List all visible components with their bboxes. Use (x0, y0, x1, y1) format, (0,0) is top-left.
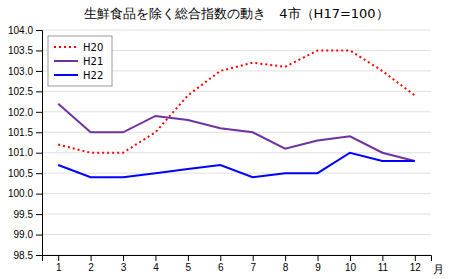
grid-line (42, 193, 431, 194)
tick-label: 101.0 (8, 147, 33, 158)
tick-mark (220, 255, 221, 261)
tick: 11 (378, 255, 389, 273)
tick: 5 (186, 255, 192, 273)
tick-label: 101.5 (8, 127, 33, 138)
tick-label: 103.5 (8, 45, 33, 56)
tick-label: 4 (153, 262, 159, 273)
tick-label: 100.0 (8, 188, 33, 199)
tick-label: 8 (283, 262, 289, 273)
tick: 2 (88, 255, 94, 273)
legend-label: H20 (83, 42, 103, 53)
legend-box (48, 36, 112, 86)
tick-mark (36, 173, 42, 174)
tick-label: 100.5 (8, 168, 33, 179)
tick-mark (36, 132, 42, 133)
tick: 99.5 (14, 209, 42, 220)
tick-mark (350, 255, 351, 261)
tick-label: 10 (345, 262, 357, 273)
series-line (58, 153, 415, 178)
grid (42, 30, 431, 255)
tick-label: 103.0 (8, 66, 33, 77)
tick-label: 3 (121, 262, 127, 273)
tick-mark (285, 255, 286, 261)
tick: 101.5 (8, 127, 42, 138)
grid-line (42, 173, 431, 174)
tick-mark (36, 50, 42, 51)
axis-line (36, 31, 43, 256)
grid-line (42, 234, 431, 235)
tick: 101.0 (8, 147, 42, 158)
tick-mark (253, 255, 254, 261)
grid-line (42, 91, 431, 92)
tick-mark (188, 255, 189, 261)
tick: 9 (315, 255, 321, 273)
tick-label: 2 (88, 262, 94, 273)
tick: 4 (153, 255, 159, 273)
grid-line (42, 152, 431, 153)
tick-label: 9 (315, 262, 321, 273)
tick-mark (36, 255, 42, 256)
tick-mark (382, 255, 383, 261)
tick-mark (36, 153, 42, 154)
tick-mark (36, 91, 42, 92)
tick-label: 99.5 (14, 209, 34, 220)
tick: 1 (56, 255, 62, 273)
axis-line (43, 256, 432, 262)
tick-mark (155, 255, 156, 261)
tick: 103.0 (8, 66, 42, 77)
tick-label: 1 (56, 262, 62, 273)
tick: 100.0 (8, 188, 42, 199)
tick: 104.0 (8, 25, 42, 36)
tick: 98.5 (14, 250, 42, 261)
tick-mark (58, 255, 59, 261)
grid-line (42, 30, 431, 31)
tick-label: 6 (218, 262, 224, 273)
y-axis: 98.5 99.0 99.5 100.0 100.5 101.0 101.5 102.0 102… (8, 25, 43, 261)
x-axis-label: 月 (433, 263, 444, 276)
tick-label: 5 (186, 262, 192, 273)
legend-swatch (54, 46, 78, 48)
chart: 12345678910111298.599.099.5100.0100.5101… (0, 0, 451, 279)
tick-label: 104.0 (8, 25, 33, 36)
tick-mark (415, 255, 416, 261)
series-line (58, 104, 415, 161)
tick: 103.5 (8, 45, 42, 56)
grid-line (42, 214, 431, 215)
tick: 102.0 (8, 107, 42, 118)
tick: 3 (121, 255, 127, 273)
tick-mark (36, 71, 42, 72)
tick-label: 102.5 (8, 86, 33, 97)
tick-mark (36, 214, 42, 215)
tick-label: 99.0 (14, 229, 34, 240)
tick-label: 7 (250, 262, 256, 273)
tick-label: 98.5 (14, 250, 34, 261)
legend-label: H21 (83, 56, 103, 67)
title: 生鮮食品を除く総合指数の動き 4市（H17=100） (84, 6, 388, 21)
tick-mark (36, 30, 42, 31)
legend-swatch (54, 74, 78, 76)
tick-mark (318, 255, 319, 261)
tick-mark (91, 255, 92, 261)
tick-mark (36, 235, 42, 236)
tick: 99.0 (14, 229, 42, 240)
legend: H20 H21 H22 (48, 36, 112, 86)
tick-mark (36, 112, 42, 113)
x-axis: 123456789101112 (43, 255, 432, 273)
grid-line (42, 111, 431, 112)
legend-label: H22 (83, 70, 103, 81)
tick: 6 (218, 255, 224, 273)
tick: 12 (410, 255, 422, 273)
tick: 102.5 (8, 86, 42, 97)
tick: 10 (345, 255, 357, 273)
tick-label: 12 (410, 262, 422, 273)
tick-label: 11 (378, 262, 389, 273)
tick: 8 (283, 255, 289, 273)
tick-mark (123, 255, 124, 261)
tick-mark (36, 194, 42, 195)
tick: 7 (250, 255, 256, 273)
tick: 100.5 (8, 168, 42, 179)
legend-swatch (54, 60, 78, 62)
tick-label: 102.0 (8, 107, 33, 118)
